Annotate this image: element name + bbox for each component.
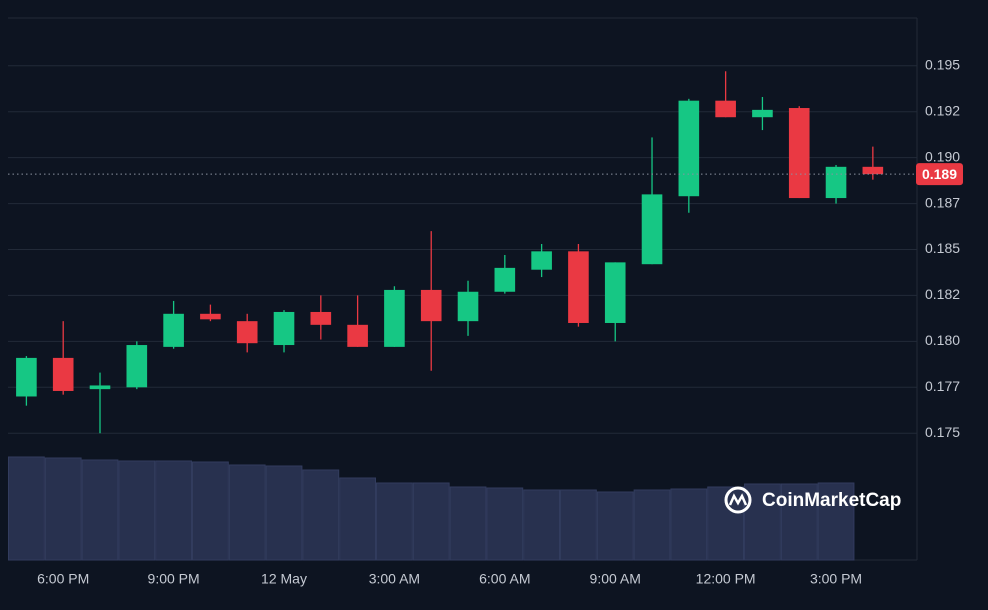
candle-body [788,108,810,199]
candle-body [16,357,37,397]
candle-body [384,289,405,347]
candle-body [752,109,773,118]
x-tick-label: 9:00 PM [148,571,200,587]
candle-body [126,345,148,388]
volume-bar [560,489,597,561]
candle-body [641,194,663,265]
volume-bar [596,491,634,561]
volume-bar [302,469,340,561]
y-tick-label: 0.175 [925,424,960,440]
x-tick-label: 12:00 PM [696,571,756,587]
x-tick-label: 3:00 AM [369,571,420,587]
y-tick-label: 0.192 [925,102,960,118]
x-tick-label: 3:00 PM [810,571,862,587]
volume-bar [523,489,561,561]
candle-body [200,313,221,320]
volume-bar [118,460,156,561]
y-tick-label: 0.190 [925,148,960,164]
candle-body [604,262,626,323]
candle-body [494,267,516,292]
candle-body [420,289,442,322]
candle-body [163,313,184,347]
current-price-badge [916,163,963,186]
y-tick-label: 0.185 [925,240,960,256]
volume-bar [412,482,450,561]
x-tick-label: 9:00 AM [590,571,641,587]
y-tick-label: 0.180 [925,332,960,348]
candle-body [310,311,332,325]
x-tick-label: 6:00 AM [479,571,530,587]
y-tick-label: 0.187 [925,194,960,210]
volume-bar [817,482,855,561]
volume-bar [265,465,303,561]
current-price-label: 0.189 [922,166,957,182]
volume-bar [633,489,671,561]
candle-body [347,324,368,347]
candle-body [862,166,884,175]
labels: 0.175 0.177 0.180 0.185 0.182 0.187 0.190 0.192… [8,56,963,587]
volume-bar [339,477,377,561]
candles [16,71,884,434]
y-tick-label: 0.177 [925,378,960,394]
volume-bar [81,459,119,561]
candle-body [715,100,736,118]
volume-bar [780,483,818,561]
candle-body [457,291,479,322]
y-tick-label: 0.182 [925,286,960,302]
volume-bar [449,486,487,561]
volume-bar [670,488,708,561]
candle-body [273,311,295,346]
volume-bar [192,461,229,561]
candle-body [531,251,552,270]
x-tick-label: 12 May [261,571,307,587]
watermark-logo [724,486,752,514]
watermark-logo [728,493,748,506]
candle-body [89,385,111,390]
candle-body [825,166,847,199]
volume-bar [155,460,193,561]
candle-body [568,251,589,323]
x-tick-label: 6:00 PM [37,571,89,587]
volume-bar [228,464,266,561]
volume-bar [376,482,413,561]
candle-body [52,357,74,391]
volume-bar [486,487,524,561]
volume-bars [8,456,855,561]
watermark: CoinMarketCap [724,486,901,514]
y-tick-label: 0.195 [925,56,960,72]
watermark-text: CoinMarketCap [762,490,901,511]
candle-body [236,321,258,344]
volume-bar [44,457,82,561]
volume-bar [8,456,45,561]
candle-body [678,100,700,197]
